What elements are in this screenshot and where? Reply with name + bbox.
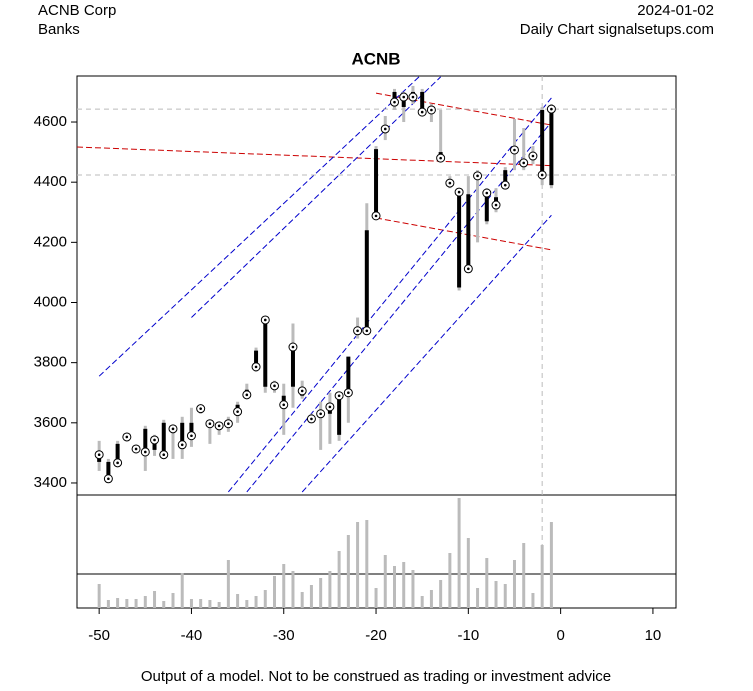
close-dot: [245, 393, 249, 397]
y-tick-label: 4000: [34, 293, 67, 310]
y-tick-label: 4600: [34, 113, 67, 130]
x-tick-label: 10: [645, 627, 662, 644]
y-tick-label: 3600: [34, 414, 67, 431]
sector: Banks: [38, 21, 80, 38]
close-dot: [273, 384, 276, 388]
close-dot: [208, 422, 212, 426]
close-dot: [227, 422, 230, 426]
y-tick-label: 3400: [34, 474, 67, 491]
clip-group: [77, 76, 552, 493]
close-dot: [134, 447, 138, 451]
y-tick-label: 4200: [34, 233, 67, 250]
close-dot: [531, 154, 535, 158]
trend-line: [191, 76, 441, 318]
close-dot: [153, 438, 156, 442]
close-dot: [143, 450, 147, 454]
close-dot: [467, 267, 470, 271]
close-dot: [411, 95, 415, 99]
close-dot: [457, 190, 461, 194]
x-tick-label: 0: [556, 627, 564, 644]
close-dot: [254, 365, 258, 369]
close-dot: [374, 214, 378, 218]
close-dot: [448, 181, 452, 185]
x-tick-label: -50: [88, 627, 110, 644]
close-dot: [300, 389, 304, 393]
close-dot: [263, 318, 267, 322]
chart-title: ACNB: [351, 49, 400, 68]
y-tick-label: 4400: [34, 173, 67, 190]
close-dot: [383, 127, 387, 131]
close-dot: [282, 403, 286, 407]
close-dot: [439, 156, 442, 160]
trend-line: [77, 146, 552, 167]
close-dot: [347, 391, 350, 395]
source: Daily Chart signalsetups.com: [520, 21, 714, 38]
close-dot: [171, 427, 175, 431]
close-dot: [217, 424, 221, 428]
close-dot: [116, 461, 119, 465]
close-dot: [522, 161, 526, 165]
x-tick-label: -40: [181, 627, 203, 644]
y-tick-label: 3800: [34, 354, 67, 371]
close-dot: [180, 443, 184, 447]
close-dot: [420, 110, 424, 114]
note: Output of a model. Not to be construed a…: [141, 668, 611, 685]
close-dot: [107, 477, 110, 481]
close-dot: [310, 417, 313, 421]
close-dot: [485, 191, 489, 195]
trend-line: [98, 76, 421, 377]
close-dot: [513, 148, 516, 152]
close-dot: [356, 329, 359, 333]
trend-line: [375, 217, 552, 251]
x-tick-label: -30: [273, 627, 295, 644]
close-dot: [494, 203, 498, 207]
company: ACNB Corp: [38, 2, 116, 19]
close-dot: [540, 173, 544, 177]
close-dot: [190, 434, 193, 438]
close-dot: [199, 407, 202, 410]
close-dot: [476, 174, 479, 178]
date: 2024-01-02: [637, 2, 714, 19]
close-dot: [402, 95, 406, 99]
close-dot: [162, 453, 166, 456]
close-dot: [430, 108, 433, 112]
close-dot: [291, 345, 295, 349]
close-dot: [319, 412, 322, 416]
trend-line: [246, 121, 552, 493]
close-dot: [97, 453, 101, 456]
x-tick-label: -10: [457, 627, 479, 644]
close-dot: [503, 183, 507, 187]
close-dot: [337, 394, 341, 398]
x-tick-label: -20: [365, 627, 387, 644]
close-dot: [328, 405, 332, 409]
close-dot: [550, 107, 553, 111]
trend-line: [301, 214, 552, 493]
close-dot: [393, 100, 396, 104]
trend-line: [227, 97, 552, 493]
close-dot: [365, 329, 369, 333]
close-dot: [236, 410, 239, 413]
close-dot: [125, 435, 129, 439]
